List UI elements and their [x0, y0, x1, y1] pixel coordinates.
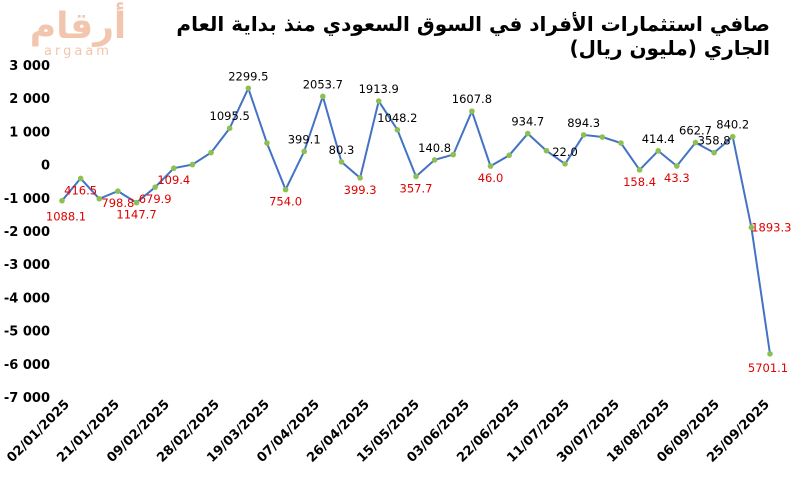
data-label: 140.8: [418, 141, 451, 155]
data-label: 894.3: [567, 116, 600, 130]
data-point: [282, 186, 289, 193]
data-point: [189, 161, 196, 168]
data-point: [77, 175, 84, 182]
data-point: [226, 125, 233, 132]
x-axis: 02/01/202521/01/202509/02/202528/02/2025…: [4, 397, 772, 465]
data-label: 43.3: [664, 171, 690, 185]
data-label: 158.4: [623, 175, 656, 189]
data-label: 1913.9: [359, 82, 399, 96]
data-label: 2299.5: [228, 69, 268, 83]
data-label: 22.0: [552, 145, 578, 159]
data-point: [245, 85, 252, 92]
data-point: [711, 149, 717, 156]
y-tick-label: 0: [41, 159, 50, 174]
chart-title: صافي استثمارات الأفراد في السوق السعودي …: [176, 12, 770, 60]
data-label: 1147.7: [116, 208, 156, 222]
data-label: 357.7: [400, 181, 433, 195]
data-label: 1893.3: [751, 220, 791, 234]
data-point: [152, 184, 158, 190]
data-label: 1088.1: [46, 210, 86, 224]
y-tick-label: -3 000: [4, 258, 50, 273]
y-tick-label: -4 000: [4, 291, 50, 306]
data-point: [562, 161, 568, 167]
data-label: 840.2: [716, 118, 749, 132]
data-label: 46.0: [478, 171, 504, 185]
data-point: [636, 167, 643, 173]
y-tick-label: -1 000: [4, 192, 50, 207]
data-point: [431, 157, 438, 163]
data-point: [115, 188, 121, 194]
data-markers: [59, 85, 773, 357]
data-point: [208, 149, 214, 156]
data-point: [264, 140, 270, 146]
data-point: [357, 175, 363, 181]
y-tick-label: 3 000: [9, 59, 50, 74]
data-point: [469, 108, 475, 115]
data-point: [674, 163, 680, 169]
data-point: [506, 152, 512, 159]
data-point: [599, 134, 606, 140]
data-point: [96, 195, 103, 202]
y-tick-label: -5 000: [4, 325, 50, 340]
data-label: 399.3: [344, 183, 377, 197]
data-label: 754.0: [269, 195, 302, 209]
data-point: [59, 197, 65, 204]
y-tick-label: -6 000: [4, 358, 50, 373]
data-point: [170, 165, 177, 172]
data-label: 662.7: [679, 124, 712, 138]
data-label: 416.5: [64, 183, 97, 197]
data-point: [767, 351, 773, 357]
y-tick-label: -7 000: [4, 391, 50, 406]
data-point: [320, 93, 326, 100]
data-label: 5701.1: [748, 361, 788, 375]
data-point: [729, 133, 736, 140]
data-point: [580, 132, 587, 138]
y-tick-label: 2 000: [9, 92, 50, 107]
data-point: [301, 148, 308, 155]
data-label: 2053.7: [303, 77, 343, 91]
data-point: [487, 163, 494, 169]
data-point: [692, 139, 699, 146]
data-point: [618, 140, 624, 146]
y-tick-label: -2 000: [4, 225, 50, 240]
data-label: 109.4: [157, 173, 190, 187]
data-label: 798.8: [101, 196, 134, 210]
data-point: [655, 148, 662, 154]
data-point: [543, 147, 550, 154]
logo-english-text: argaam: [44, 44, 112, 59]
data-label: 679.9: [139, 192, 172, 206]
data-label: 414.4: [642, 132, 675, 146]
series-line: [61, 85, 771, 355]
data-point: [375, 98, 382, 104]
data-label: 399.1: [288, 132, 321, 146]
y-axis: 3 000 2 000 1 000 0 -1 000 -2 000 -3 000 -4 000…: [4, 59, 50, 406]
data-point: [748, 224, 755, 231]
data-label: 358.8: [698, 134, 731, 148]
data-point: [524, 130, 531, 137]
data-label: 80.3: [329, 143, 355, 157]
data-point: [450, 151, 457, 158]
data-label: 1048.2: [377, 111, 417, 125]
data-label: 1607.8: [452, 92, 492, 106]
logo-arabic-text: أرقام: [29, 6, 127, 47]
data-point: [338, 159, 345, 165]
argaam-logo: أرقام argaam: [8, 6, 148, 66]
data-label: 934.7: [511, 115, 544, 129]
data-point: [394, 126, 401, 133]
data-label: 1095.5: [210, 109, 250, 123]
data-point: [133, 199, 140, 206]
data-point: [413, 173, 419, 180]
y-tick-label: 1 000: [9, 125, 50, 140]
